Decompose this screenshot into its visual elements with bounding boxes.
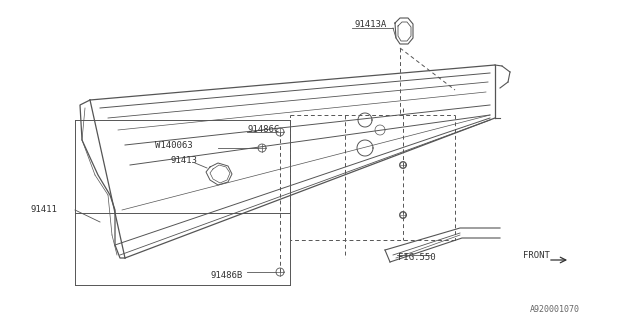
Text: A920001070: A920001070 — [530, 306, 580, 315]
Text: 91486C: 91486C — [247, 124, 279, 133]
Text: 91486B: 91486B — [210, 271, 243, 281]
Text: W140063: W140063 — [155, 140, 193, 149]
Text: FRONT: FRONT — [523, 251, 550, 260]
Text: 91413: 91413 — [170, 156, 197, 164]
Text: 91413A: 91413A — [354, 20, 387, 28]
Text: FIG.550: FIG.550 — [398, 253, 436, 262]
Text: 91411: 91411 — [30, 205, 57, 214]
